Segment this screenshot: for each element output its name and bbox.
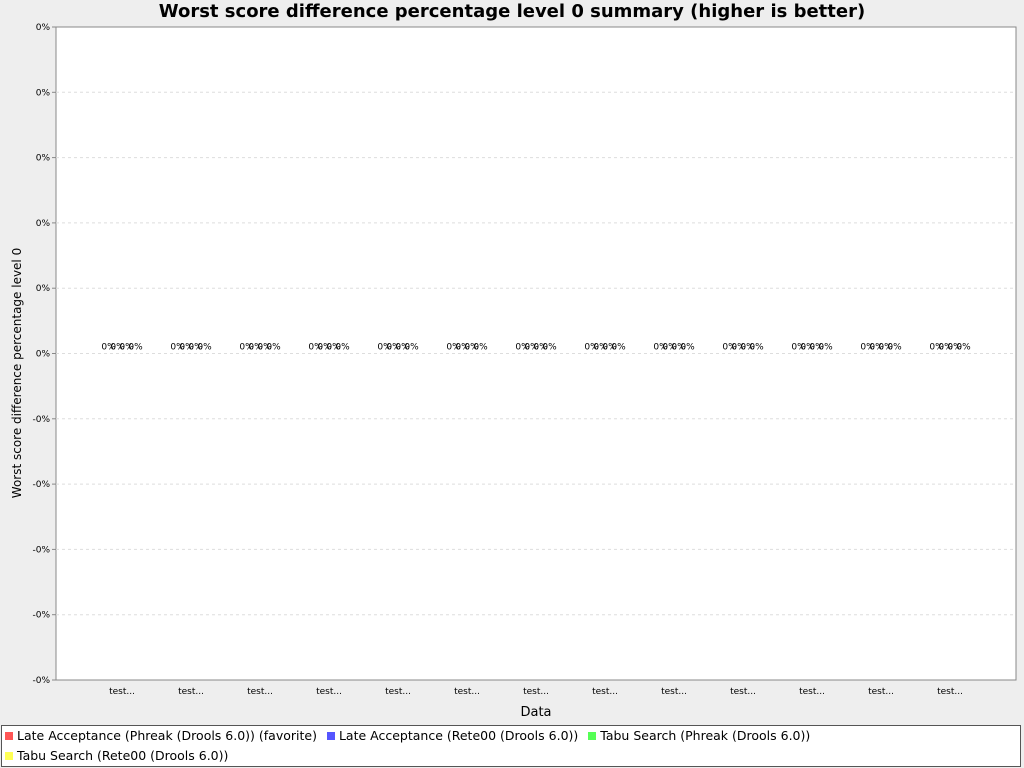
y-tick-label: 0% bbox=[36, 23, 51, 33]
y-tick-label: 0% bbox=[36, 350, 51, 360]
bar-value-label: 0% bbox=[326, 343, 341, 353]
bar-value-label: 0% bbox=[533, 343, 548, 353]
bar-value-label: 0% bbox=[878, 343, 893, 353]
y-tick-label: 0% bbox=[36, 154, 51, 164]
x-tick-label: test... bbox=[730, 687, 756, 697]
bar-value-label: 0% bbox=[473, 343, 488, 353]
x-tick-label: test... bbox=[247, 687, 273, 697]
bar-value-label: 0% bbox=[188, 343, 203, 353]
bar-value-label: 0% bbox=[731, 343, 746, 353]
legend-item: Late Acceptance (Rete00 (Drools 6.0)) bbox=[326, 726, 579, 746]
y-tick-label: -0% bbox=[32, 415, 50, 425]
legend-label: Tabu Search (Phreak (Drools 6.0)) bbox=[600, 728, 811, 743]
bar-value-label: 0% bbox=[377, 343, 392, 353]
bar-value-label: 0% bbox=[860, 343, 875, 353]
bar-value-label: 0% bbox=[119, 343, 134, 353]
bar-value-label: 0% bbox=[818, 343, 833, 353]
bar-value-label: 0% bbox=[584, 343, 599, 353]
y-tick-label: -0% bbox=[32, 676, 50, 686]
bar-value-label: 0% bbox=[110, 343, 125, 353]
bar-value-label: 0% bbox=[938, 343, 953, 353]
legend-row: Late Acceptance (Phreak (Drools 6.0)) (f… bbox=[5, 726, 816, 746]
bar-value-label: 0% bbox=[197, 343, 212, 353]
legend-label: Late Acceptance (Phreak (Drools 6.0)) (f… bbox=[17, 728, 317, 743]
legend-swatch-yellow bbox=[5, 752, 13, 760]
bar-value-label: 0% bbox=[404, 343, 419, 353]
legend: Late Acceptance (Phreak (Drools 6.0)) (f… bbox=[1, 725, 1021, 767]
bar-value-label: 0% bbox=[170, 343, 185, 353]
x-tick-label: test... bbox=[868, 687, 894, 697]
y-tick-label: -0% bbox=[32, 545, 50, 555]
y-tick-label: 0% bbox=[36, 284, 51, 294]
bar-value-label: 0% bbox=[128, 343, 143, 353]
y-axis-ticks: 0% 0% 0% 0% 0% 0% -0% -0% -0% -0% -0% bbox=[32, 23, 56, 686]
bar-value-label: 0% bbox=[887, 343, 902, 353]
bar-value-label: 0% bbox=[308, 343, 323, 353]
bar-value-label: 0% bbox=[266, 343, 281, 353]
bar-value-label: 0% bbox=[671, 343, 686, 353]
x-tick-label: test... bbox=[799, 687, 825, 697]
x-tick-label: test... bbox=[454, 687, 480, 697]
legend-item: Tabu Search (Rete00 (Drools 6.0)) bbox=[5, 746, 228, 766]
bar-value-label: 0% bbox=[464, 343, 479, 353]
y-tick-label: 0% bbox=[36, 219, 51, 229]
bar-value-label: 0% bbox=[653, 343, 668, 353]
bar-value-label: 0% bbox=[800, 343, 815, 353]
x-tick-label: test... bbox=[178, 687, 204, 697]
legend-row: Tabu Search (Rete00 (Drools 6.0)) bbox=[5, 746, 234, 766]
legend-swatch-green bbox=[588, 732, 597, 740]
legend-swatch-red bbox=[5, 732, 13, 740]
x-tick-label: test... bbox=[109, 687, 135, 697]
bar-value-label: 0% bbox=[809, 343, 824, 353]
bar-value-label: 0% bbox=[947, 343, 962, 353]
legend-label: Late Acceptance (Rete00 (Drools 6.0)) bbox=[338, 728, 579, 743]
legend-item: Tabu Search (Phreak (Drools 6.0)) bbox=[588, 726, 810, 746]
legend-item: Late Acceptance (Phreak (Drools 6.0)) (f… bbox=[5, 726, 317, 746]
legend-label: Tabu Search (Rete00 (Drools 6.0)) bbox=[17, 748, 229, 763]
bar-value-label: 0% bbox=[593, 343, 608, 353]
bar-value-label: 0% bbox=[386, 343, 401, 353]
bar-value-label: 0% bbox=[179, 343, 194, 353]
bar-value-label: 0% bbox=[662, 343, 677, 353]
bar-value-label: 0% bbox=[869, 343, 884, 353]
bar-value-label: 0% bbox=[446, 343, 461, 353]
bar-value-label: 0% bbox=[515, 343, 530, 353]
value-labels: 0%0%0%0% 0%0%0%0% 0%0%0%0% 0%0%0%0% 0%0%0%0%… bbox=[101, 343, 971, 353]
bar-value-label: 0% bbox=[257, 343, 272, 353]
x-axis-ticks: test... test... test... test... test... test.… bbox=[109, 687, 963, 697]
x-tick-label: test... bbox=[592, 687, 618, 697]
bar-value-label: 0% bbox=[317, 343, 332, 353]
bar-value-label: 0% bbox=[248, 343, 263, 353]
y-tick-label: -0% bbox=[32, 480, 50, 490]
y-axis-label: Worst score difference percentage level … bbox=[10, 248, 24, 498]
x-tick-label: test... bbox=[316, 687, 342, 697]
y-tick-label: -0% bbox=[32, 611, 50, 621]
chart-title: Worst score difference percentage level … bbox=[158, 1, 866, 22]
bar-value-label: 0% bbox=[395, 343, 410, 353]
bar-value-label: 0% bbox=[611, 343, 626, 353]
x-tick-label: test... bbox=[661, 687, 687, 697]
x-axis-label: Data bbox=[520, 705, 551, 720]
bar-value-label: 0% bbox=[791, 343, 806, 353]
bar-value-label: 0% bbox=[335, 343, 350, 353]
legend-swatch-blue bbox=[326, 732, 335, 740]
x-tick-label: test... bbox=[385, 687, 411, 697]
bar-value-label: 0% bbox=[680, 343, 695, 353]
y-tick-label: 0% bbox=[36, 88, 51, 98]
grid-lines bbox=[56, 91, 1016, 616]
bar-value-label: 0% bbox=[956, 343, 971, 353]
bar-value-label: 0% bbox=[929, 343, 944, 353]
bar-value-label: 0% bbox=[722, 343, 737, 353]
bar-value-label: 0% bbox=[455, 343, 470, 353]
bar-value-label: 0% bbox=[524, 343, 539, 353]
bar-value-label: 0% bbox=[542, 343, 557, 353]
bar-value-label: 0% bbox=[602, 343, 617, 353]
x-tick-label: test... bbox=[523, 687, 549, 697]
bar-value-label: 0% bbox=[101, 343, 116, 353]
bar-value-label: 0% bbox=[239, 343, 254, 353]
bar-value-label: 0% bbox=[740, 343, 755, 353]
bar-value-label: 0% bbox=[749, 343, 764, 353]
chart-plot: 0%0%0%0%0%0%-0%-0%-0%-0%-0% test... test.… bbox=[10, 23, 1017, 720]
x-tick-label: test... bbox=[937, 687, 963, 697]
